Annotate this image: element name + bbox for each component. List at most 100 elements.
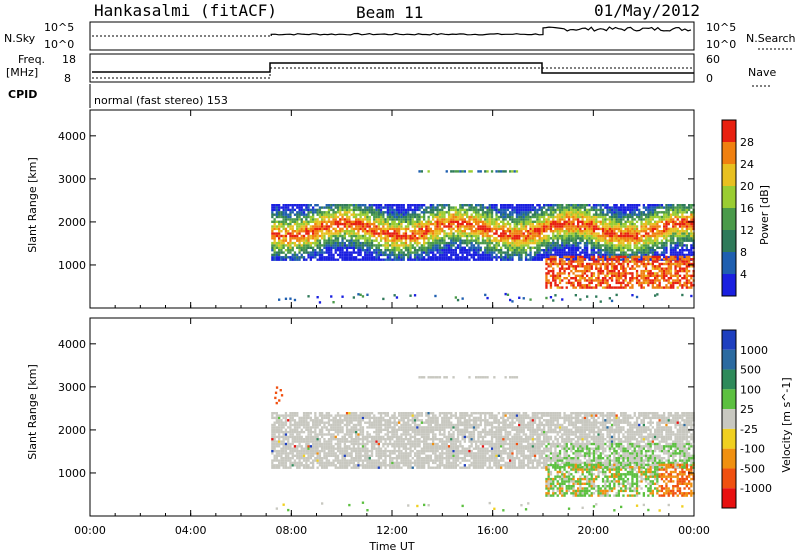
power-cell: [323, 215, 326, 219]
power-cell: [481, 227, 485, 231]
power-cell: [547, 234, 550, 238]
power-cell: [298, 225, 301, 228]
velocity-cell: [282, 445, 285, 448]
power-cell: [529, 237, 532, 240]
power-cell: [400, 215, 403, 219]
power-cell: [493, 237, 496, 240]
power-cell: [565, 227, 568, 231]
power-cell: [606, 286, 609, 289]
power-cell: [599, 246, 602, 249]
power-cell: [547, 220, 550, 223]
power-cell: [565, 253, 568, 257]
power-cell: [656, 239, 659, 242]
power-cell: [622, 215, 625, 219]
power-cell: [663, 227, 666, 231]
power-cell: [622, 211, 625, 214]
power-cell: [552, 249, 555, 252]
ytick-label: 3000: [58, 173, 86, 186]
power-cell: [690, 227, 693, 231]
power-cell: [411, 218, 414, 221]
power-cell: [520, 253, 523, 257]
power-cell: [282, 211, 285, 214]
power-cell: [282, 208, 285, 212]
power-cell: [669, 281, 673, 285]
power-cell: [423, 239, 426, 242]
power-cell: [343, 253, 346, 257]
power-cell: [355, 208, 358, 212]
power-cell: [567, 232, 571, 235]
velocity-cell: [293, 459, 297, 462]
velocity-cell: [321, 433, 324, 436]
power-cell: [527, 239, 530, 242]
power-cell: [640, 239, 643, 242]
power-cell: [314, 208, 317, 212]
power-cell: [500, 246, 503, 249]
power-cell: [323, 232, 326, 235]
power-cell: [581, 234, 584, 238]
power-cell: [617, 274, 620, 277]
power-cell: [275, 211, 278, 214]
power-cell: [271, 241, 274, 245]
power-cell: [339, 206, 342, 209]
velocity-cell: [307, 452, 310, 455]
power-cell: [678, 244, 682, 247]
power-cell: [318, 211, 322, 214]
power-cell: [432, 258, 435, 261]
power-cell: [672, 258, 675, 261]
power-cell: [490, 234, 494, 238]
power-cell: [452, 218, 455, 221]
velocity-cell: [318, 414, 322, 417]
power-cell: [667, 234, 670, 238]
power-cell: [540, 237, 543, 240]
power-cell: [370, 232, 374, 235]
power-cell: [271, 249, 274, 252]
power-cell: [445, 232, 448, 235]
power-cell: [339, 213, 342, 216]
power-cell: [361, 295, 365, 298]
power-cell: [490, 239, 494, 242]
power-cell: [366, 244, 369, 247]
power-cell: [511, 258, 514, 261]
power-cell: [547, 204, 550, 207]
power-cell: [563, 222, 566, 226]
power-cell: [579, 284, 582, 287]
power-cell: [633, 218, 636, 221]
power-cell: [293, 298, 297, 302]
power-cell: [278, 213, 281, 216]
power-cell: [629, 256, 632, 259]
power-cell: [287, 215, 290, 219]
power-cell: [395, 296, 399, 299]
velocity-cell: [280, 414, 283, 417]
power-cell: [475, 227, 478, 231]
power-cell: [547, 206, 550, 209]
power-cell: [318, 251, 322, 254]
power-cell: [663, 244, 666, 247]
power-cell: [631, 255, 634, 259]
power-cell: [495, 246, 498, 249]
power-cell: [552, 220, 555, 223]
power-cell: [640, 213, 643, 216]
power-cell: [515, 220, 519, 223]
beam-title: Beam 11: [356, 3, 423, 22]
power-cell: [606, 244, 609, 247]
power-cell: [468, 227, 471, 231]
power-cell: [323, 246, 326, 249]
power-cell: [513, 237, 516, 240]
power-cell: [289, 213, 292, 216]
power-cell: [588, 225, 591, 228]
power-cell: [386, 218, 389, 221]
power-cell: [389, 215, 392, 219]
power-cell: [364, 230, 367, 233]
power-cell: [608, 234, 611, 238]
power-cell: [321, 253, 324, 257]
power-cell: [610, 220, 614, 223]
power-cell: [583, 234, 587, 238]
power-cell: [688, 279, 691, 282]
power-cell: [658, 281, 661, 285]
power-cell: [348, 244, 351, 247]
power-cell: [556, 237, 559, 240]
power-cell: [500, 211, 503, 214]
power-cell: [556, 225, 559, 228]
velocity-cell: [282, 414, 285, 417]
power-cell: [620, 267, 623, 270]
